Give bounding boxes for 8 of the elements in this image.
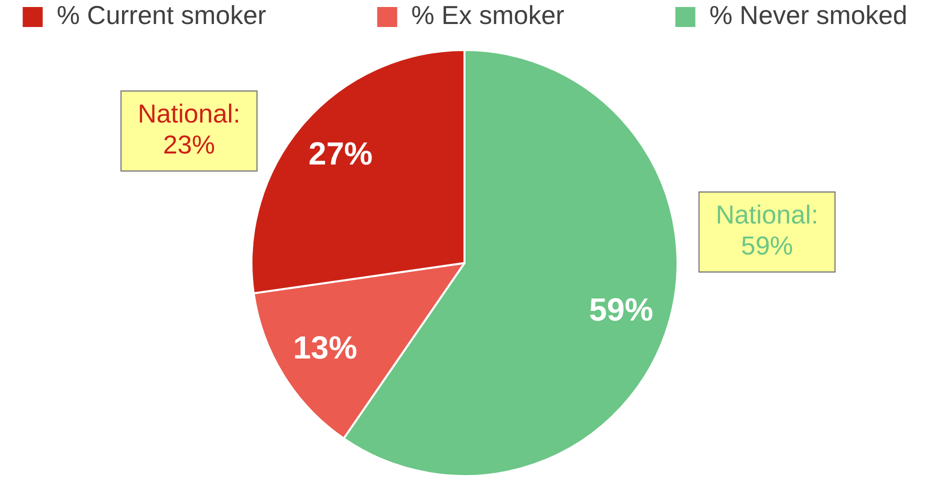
legend-label: % Never smoked bbox=[709, 0, 908, 30]
data-label: 27% bbox=[308, 135, 373, 172]
data-label: 13% bbox=[293, 329, 358, 366]
text: National: 59% bbox=[716, 200, 818, 261]
data-label: 59% bbox=[589, 292, 654, 328]
legend-label: % Current smoker bbox=[56, 0, 267, 30]
text: National: 23% bbox=[138, 98, 240, 160]
legend-label: % Ex smoker bbox=[411, 0, 565, 30]
